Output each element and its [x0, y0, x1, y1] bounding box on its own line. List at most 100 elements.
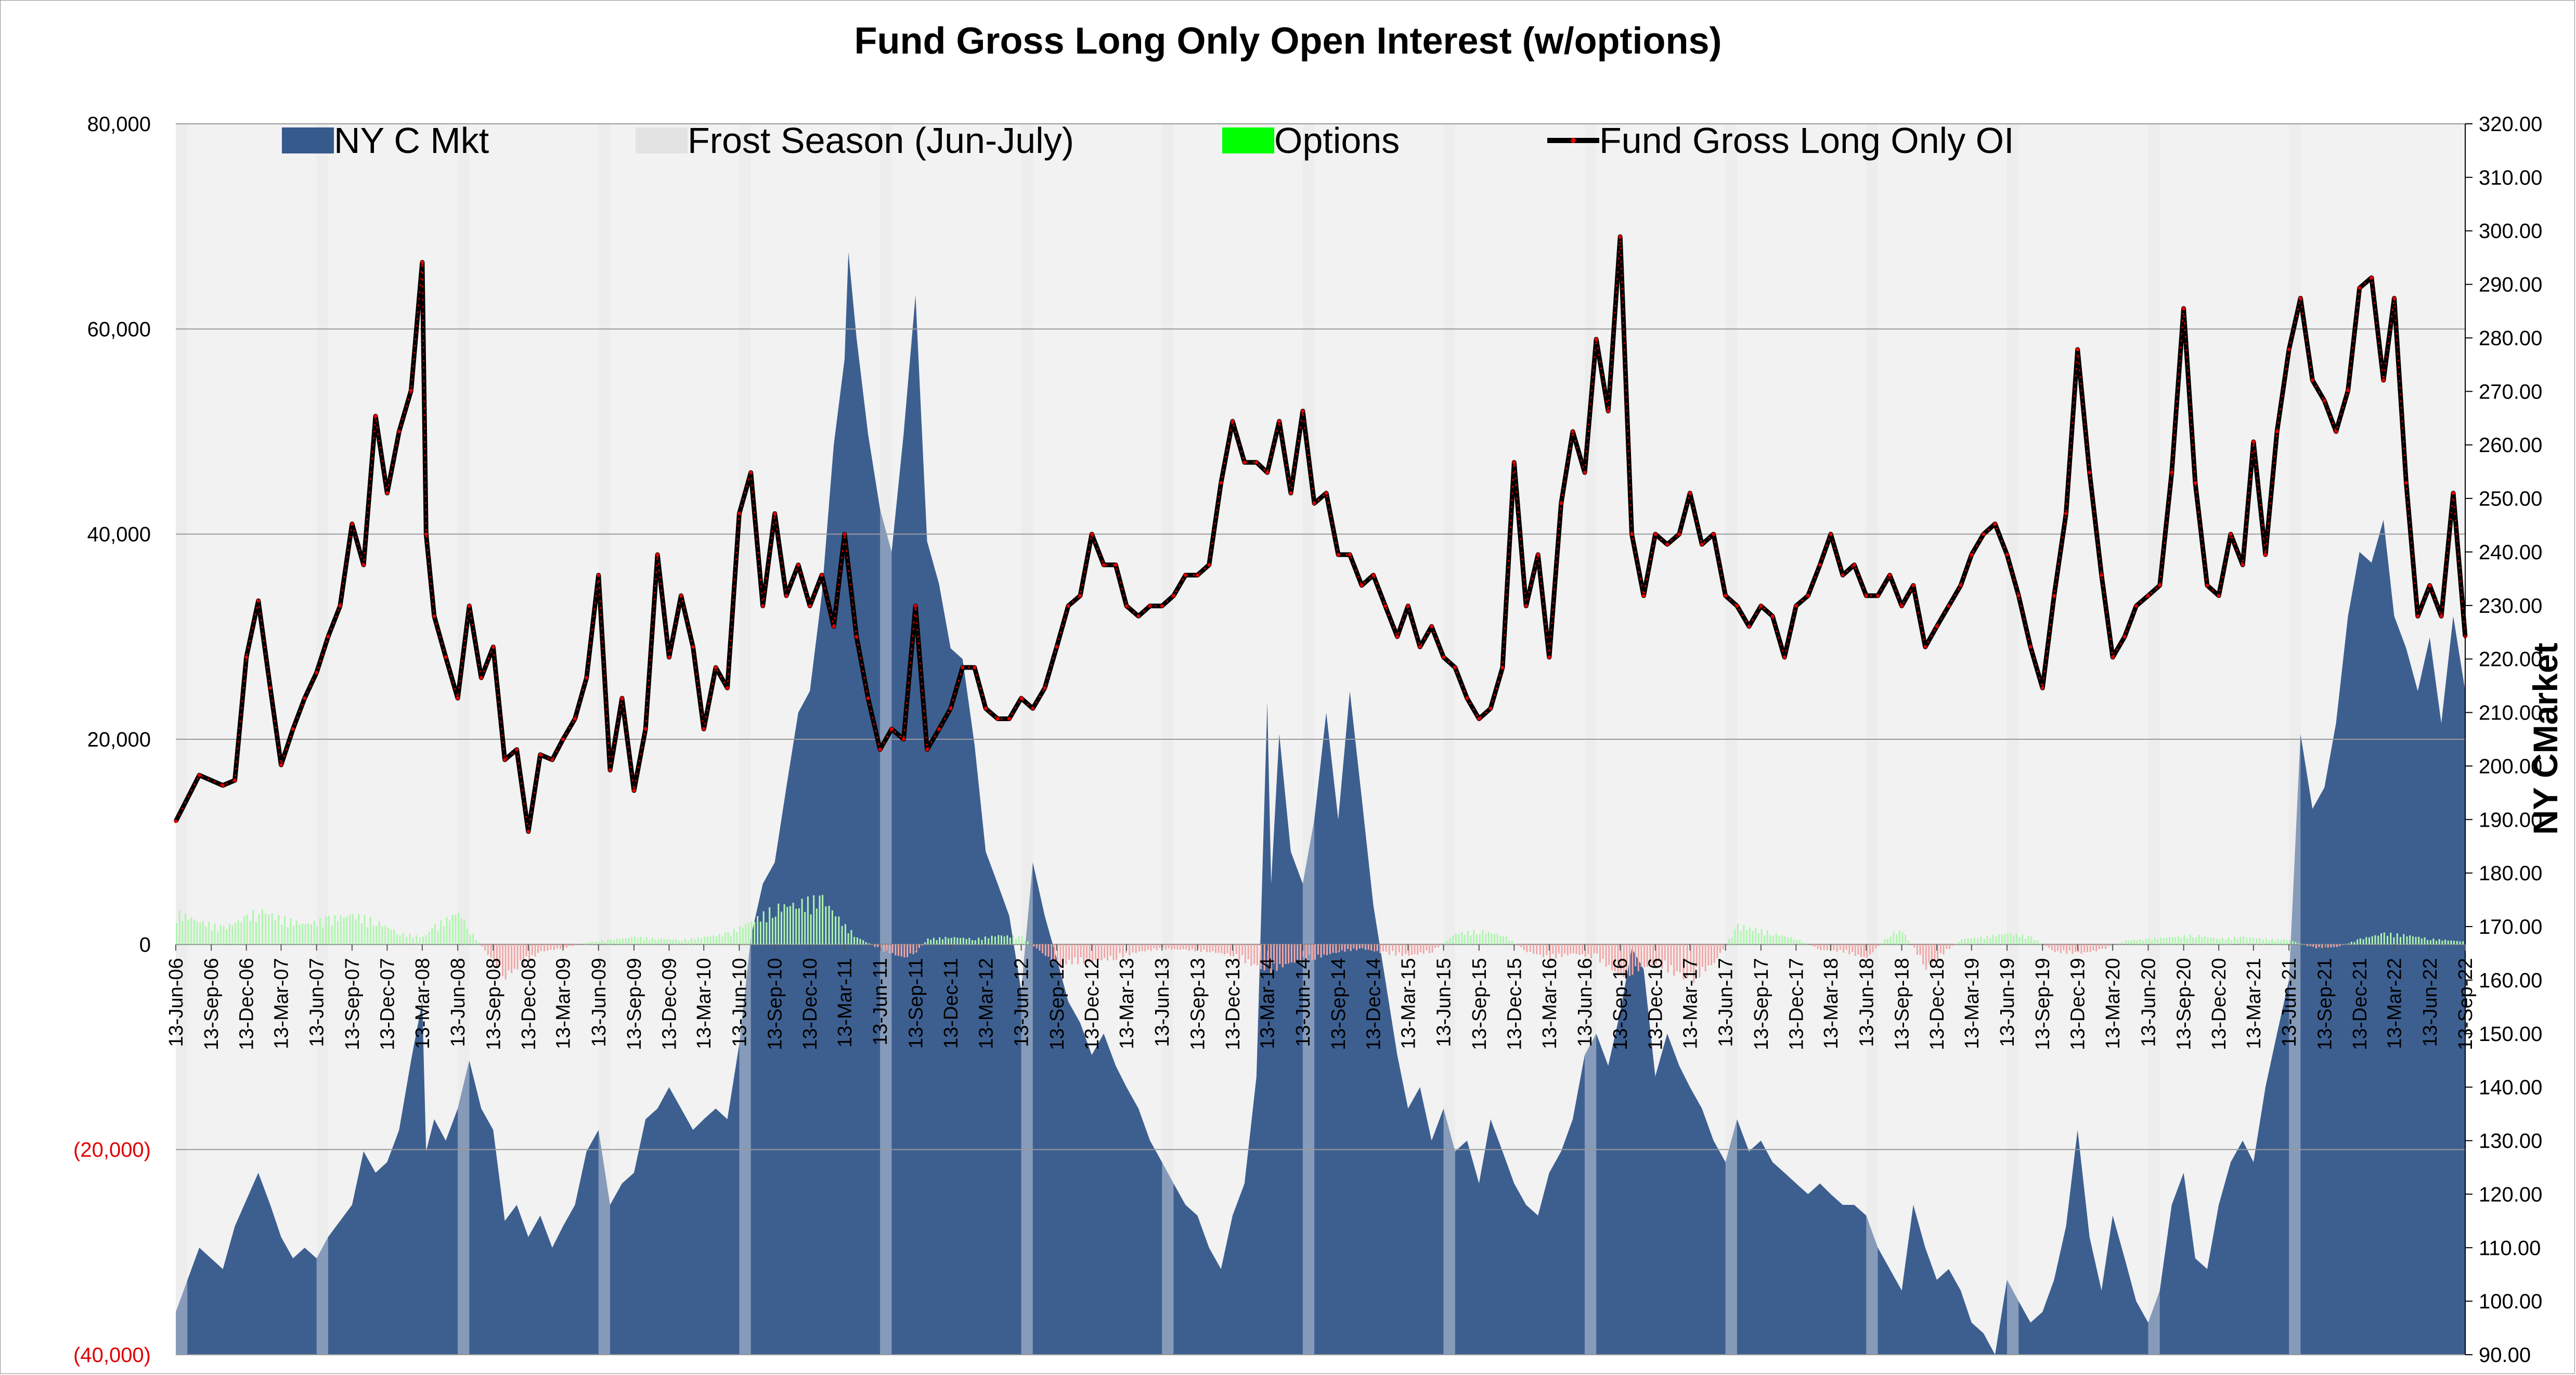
options-bar [1716, 944, 1718, 958]
options-bar [1209, 944, 1211, 953]
options-bar [1449, 937, 1451, 945]
options-bar [1916, 944, 1918, 955]
options-bar [2415, 936, 2417, 945]
options-bar [1943, 944, 1945, 955]
options-bar [1159, 944, 1161, 948]
options-bar [534, 944, 536, 957]
right-tick-label-13: 190.00 [2479, 808, 2542, 831]
options-bar [1290, 944, 1292, 962]
oi-point [737, 511, 741, 516]
options-bar [1044, 944, 1046, 956]
ny-c-mkt-area-path [176, 252, 2465, 1355]
options-bar [1370, 944, 1373, 951]
options-bar [2054, 944, 2056, 953]
options-bar [1523, 944, 1525, 950]
options-bar [786, 907, 788, 945]
x-tick-label-7: 13-Mar-08 [412, 958, 434, 1049]
options-bar [1582, 944, 1583, 954]
oi-point [2392, 296, 2396, 300]
oi-point [973, 665, 977, 670]
legend-swatch-0 [282, 127, 334, 153]
legend: NY C Mkt Frost Season (Jun-July) Options Fu… [282, 120, 2014, 161]
options-bar [859, 939, 861, 945]
x-tick-label-17: 13-Sep-10 [765, 958, 786, 1050]
options-bar [915, 944, 917, 953]
oi-point [2205, 583, 2209, 587]
options-bar [1889, 936, 1892, 945]
options-bar [337, 921, 339, 945]
oi-point [503, 757, 507, 762]
options-bar [284, 916, 286, 945]
options-bar [249, 921, 251, 945]
options-bar [1104, 944, 1106, 958]
options-bar [1059, 944, 1062, 968]
options-bar [396, 934, 398, 945]
x-tick-label-63: 13-Mar-22 [2384, 958, 2406, 1049]
options-bar [1983, 939, 1985, 945]
options-bar [1977, 939, 1979, 945]
options-bar [1578, 944, 1581, 955]
options-bar [2045, 944, 2047, 946]
options-bar [2087, 944, 2088, 953]
oi-point [2416, 614, 2420, 618]
oi-point [2028, 645, 2033, 649]
options-bar [2341, 944, 2344, 945]
options-bar [568, 944, 571, 946]
options-bar [1491, 933, 1493, 945]
options-bar [1144, 944, 1146, 952]
options-bar [853, 937, 856, 945]
options-bar [1256, 944, 1258, 966]
options-bar [2345, 944, 2347, 945]
options-bar [2022, 934, 2024, 945]
options-bar [2447, 941, 2449, 945]
oi-point [420, 260, 424, 264]
options-bar [1536, 944, 1538, 955]
oi-point [1360, 583, 1364, 587]
options-bar [346, 917, 348, 945]
options-bar [1033, 944, 1035, 946]
options-bar [718, 934, 720, 945]
options-bar [208, 921, 210, 945]
options-bar [1185, 944, 1187, 949]
options-bar [1408, 944, 1410, 956]
oi-point [2122, 635, 2127, 639]
options-bar [1156, 944, 1158, 950]
oi-point [1160, 604, 1164, 608]
x-tick-label-29: 13-Sep-13 [1187, 958, 1209, 1050]
options-bar [586, 942, 588, 945]
options-bar [2315, 944, 2317, 948]
oi-point [1172, 594, 1175, 598]
options-bar [1476, 934, 1478, 945]
x-tick-label-0: 13-Jun-06 [165, 958, 187, 1047]
options-bar [2212, 937, 2215, 945]
options-bar [1546, 944, 1548, 955]
options-bar [2277, 939, 2279, 945]
options-bar [440, 920, 442, 945]
options-bar [1288, 944, 1290, 963]
options-bar [2136, 940, 2138, 945]
options-bar [409, 934, 411, 945]
options-bar [1244, 944, 1246, 963]
options-bar [460, 918, 462, 945]
x-tick-label-33: 13-Sep-14 [1328, 958, 1350, 1050]
options-bar [1267, 944, 1269, 964]
x-tick-label-38: 13-Dec-15 [1504, 958, 1525, 1050]
options-bar [748, 922, 749, 945]
options-bar [1437, 944, 1439, 948]
options-bar [1452, 935, 1454, 945]
options-bar [944, 936, 947, 945]
options-bar [898, 944, 899, 956]
options-bar [1458, 934, 1460, 945]
options-bar [1221, 944, 1223, 954]
options-bar [1746, 930, 1748, 945]
options-bar [771, 918, 773, 945]
options-bar [936, 940, 938, 945]
options-bar [2271, 939, 2273, 945]
options-bar [511, 944, 513, 973]
options-bar [1614, 944, 1616, 972]
options-bar [1964, 939, 1966, 945]
options-bar [1485, 933, 1487, 945]
options-bar [1775, 933, 1777, 945]
options-bar [978, 937, 980, 945]
oi-point [350, 522, 354, 526]
